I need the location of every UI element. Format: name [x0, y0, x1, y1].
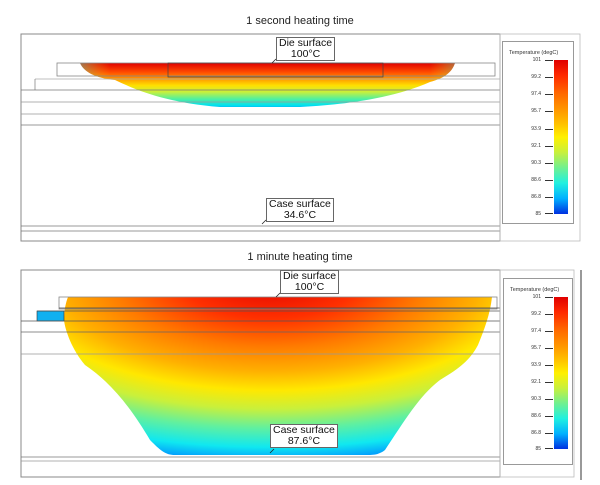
tick-label: 95.7 [531, 108, 541, 114]
die-surface-label: Die surface [283, 270, 337, 282]
panel-1-title: 1 second heating time [246, 15, 354, 27]
tick-label: 95.7 [531, 345, 541, 351]
tick-label: 101 [532, 57, 541, 63]
tick-label: 88.6 [531, 177, 541, 183]
tick-label: 101 [532, 294, 541, 300]
tick-label: 97.4 [531, 328, 541, 334]
case-surface-value: 87.6°C [287, 435, 321, 447]
temperature-legend-1: Temperature (degC) 101 99.2 97.4 95.7 93… [502, 41, 574, 224]
tick-label: 86.8 [531, 194, 541, 200]
tick-label: 85 [535, 211, 541, 217]
panel-1-plot [20, 33, 581, 242]
die-surface-callout-2: Die surface 100°C [280, 270, 340, 294]
tick-label: 99.2 [531, 74, 541, 80]
colorbar [554, 297, 568, 449]
legend-title: Temperature (degC) [510, 287, 560, 293]
tick-label: 97.4 [531, 91, 541, 97]
legend-title: Temperature (degC) [509, 50, 559, 56]
tick-label: 86.8 [531, 430, 541, 436]
die-surface-value: 100°C [294, 281, 325, 293]
case-surface-label: Case surface [269, 198, 331, 210]
die-surface-value: 100°C [290, 48, 321, 60]
tick-label: 90.3 [531, 160, 541, 166]
temperature-legend-2: Temperature (degC) 101 99.2 97.4 95.7 93… [503, 278, 573, 465]
case-surface-label: Case surface [273, 424, 335, 436]
die-surface-callout-1: Die surface 100°C [276, 37, 336, 61]
tick-label: 93.9 [531, 126, 541, 132]
case-surface-value: 34.6°C [283, 209, 317, 221]
tick-label: 88.6 [531, 413, 541, 419]
tick-label: 85 [535, 446, 541, 452]
case-surface-callout-2: Case surface 87.6°C [270, 424, 338, 448]
tick-label: 92.1 [531, 143, 541, 149]
panel-2-title: 1 minute heating time [247, 251, 353, 263]
tick-label: 99.2 [531, 311, 541, 317]
colorbar [554, 60, 568, 214]
tick-label: 92.1 [531, 379, 541, 385]
die-surface-label: Die surface [279, 37, 333, 49]
tick-label: 93.9 [531, 362, 541, 368]
case-surface-callout-1: Case surface 34.6°C [266, 198, 334, 222]
tick-label: 90.3 [531, 396, 541, 402]
